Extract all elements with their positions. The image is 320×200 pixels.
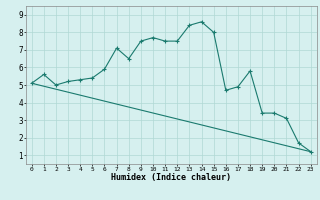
X-axis label: Humidex (Indice chaleur): Humidex (Indice chaleur) <box>111 173 231 182</box>
